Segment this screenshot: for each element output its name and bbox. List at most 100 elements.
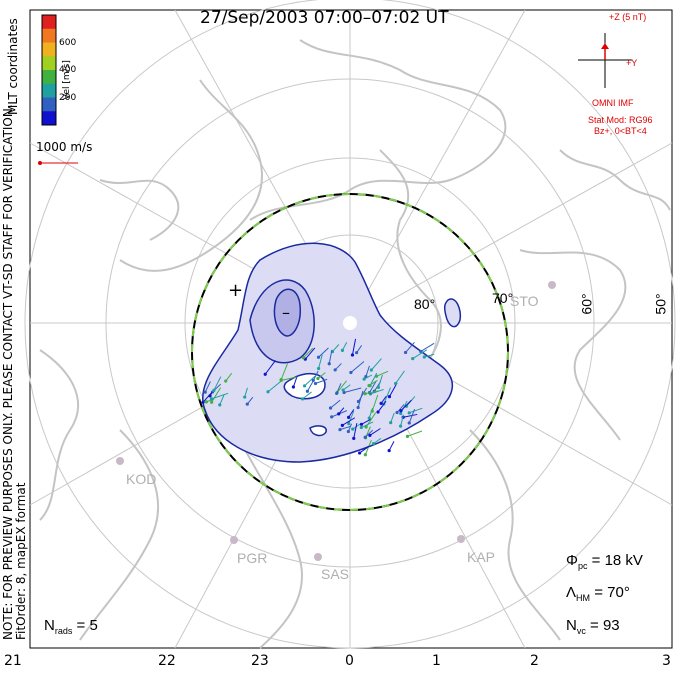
stat-nvc: Nvc = 93 (566, 617, 620, 636)
velocity-vector-origin (327, 362, 331, 366)
velocity-vector (281, 376, 297, 381)
colorbar-band (42, 28, 56, 43)
velocity-vector (358, 387, 368, 402)
velocity-vector (202, 391, 213, 403)
velocity-vector (400, 414, 404, 427)
potential-max-marker: + (228, 280, 244, 301)
velocity-vector-origin (316, 355, 321, 359)
velocity-vector-origin (201, 400, 205, 404)
velocity-vector (267, 380, 283, 393)
velocity-vector-origin (419, 349, 423, 354)
velocity-vector-origin (291, 385, 295, 389)
velocity-vector (370, 388, 384, 395)
velocity-vector-origin (363, 435, 367, 439)
stat-phi: Φpc = 18 kV (566, 552, 643, 571)
velocity-vector (369, 372, 378, 386)
velocity-vector-origin (300, 397, 305, 401)
velocity-vector (318, 354, 323, 369)
velocity-vector-origin (387, 394, 392, 399)
velocity-vector (351, 338, 357, 356)
velocity-vector (318, 347, 329, 358)
velocity-vector (364, 439, 372, 455)
velocity-vector-origin (212, 388, 216, 392)
colorbar-band (42, 83, 56, 98)
velocity-vector-origin (263, 372, 267, 376)
velocity-vector-origin (316, 366, 321, 371)
velocity-vector-origin (340, 348, 345, 353)
velocity-vector (350, 361, 365, 373)
velocity-vector-origin (338, 428, 342, 432)
velocity-vector (390, 412, 395, 423)
velocity-vector (389, 382, 398, 397)
velocity-vector (365, 365, 370, 377)
velocity-vector-origin (245, 402, 249, 406)
velocity-vector (330, 399, 341, 409)
colorbar-band (42, 56, 56, 71)
velocity-vector (424, 353, 435, 358)
nrads-value: = 5 (76, 617, 98, 634)
velocity-vector-origin (337, 412, 341, 416)
nvc-value: = 93 (590, 617, 620, 634)
velocity-vector-origin (330, 415, 334, 419)
velocity-vector-origin (210, 400, 214, 404)
velocity-vector (211, 392, 229, 400)
mlt-label-3: 3 (662, 653, 671, 669)
imf-z-label: +Z (5 nT) (609, 12, 647, 22)
velocity-vector (342, 417, 356, 426)
velocity-vector-origin (369, 368, 373, 372)
coordinates-label: MLT coordinates (6, 18, 20, 115)
velocity-vector (336, 383, 342, 394)
velocity-vector (412, 349, 428, 360)
velocity-vector-origin (224, 379, 228, 383)
vector-scale-arrow (38, 161, 78, 165)
velocity-vector (370, 358, 382, 371)
velocity-vector-origin (358, 451, 362, 455)
velocity-vector-origin (347, 415, 351, 419)
velocity-vector (403, 413, 418, 418)
station-sas: SAS (321, 566, 350, 582)
velocity-vector-origin (279, 378, 283, 383)
mlt-label-0: 0 (345, 653, 354, 669)
velocity-vector-origin (363, 453, 367, 457)
velocity-vector-origin (203, 390, 207, 394)
stat-model-line2: Bz+, 0<BT<4 (594, 126, 647, 136)
velocity-vector-origin (356, 405, 360, 410)
imf-clock (578, 33, 632, 88)
velocity-vector-origin (349, 370, 353, 375)
velocity-vector (405, 341, 415, 353)
velocity-vector (353, 423, 358, 439)
nvc-sub: vc (576, 626, 586, 636)
velocity-vector-origin (305, 389, 310, 393)
velocity-vector (396, 404, 405, 413)
velocity-vector-origin (218, 403, 222, 407)
lambda-value: = 70° (594, 584, 630, 601)
velocity-vector (292, 375, 298, 388)
station-sto: STO (510, 293, 539, 309)
velocity-vector (407, 430, 423, 437)
velocity-vector-origin (333, 368, 337, 372)
nvc-symbol: N (566, 617, 577, 634)
velocity-vector-origin (422, 355, 426, 359)
velocity-vector-origin (356, 399, 361, 404)
velocity-vector-origin (368, 433, 372, 437)
imf-source: OMNI IMF (592, 98, 634, 108)
velocity-vector (408, 408, 416, 424)
velocity-vector (377, 400, 387, 413)
velocity-vector-origin (399, 409, 403, 413)
velocity-vector (225, 372, 233, 382)
velocity-vector-origin (313, 381, 318, 386)
velocity-vector-origin (394, 381, 398, 386)
velocity-vector (303, 347, 314, 359)
colorbar-tick-600: 600 (59, 38, 77, 48)
colorbar-tick-400: 400 (59, 65, 77, 75)
potential-contours (202, 242, 462, 463)
velocity-vector (364, 429, 374, 438)
velocity-vector (395, 370, 405, 384)
velocity-vector-origin (407, 411, 411, 415)
phi-symbol: Φ (566, 552, 578, 569)
velocity-vector-origin (405, 434, 410, 438)
colorbar-band (42, 42, 56, 57)
velocity-vector (376, 370, 389, 377)
velocity-vector-origin (209, 397, 214, 401)
note-line-2: FitOrder: 8, mapEX format (14, 482, 28, 640)
